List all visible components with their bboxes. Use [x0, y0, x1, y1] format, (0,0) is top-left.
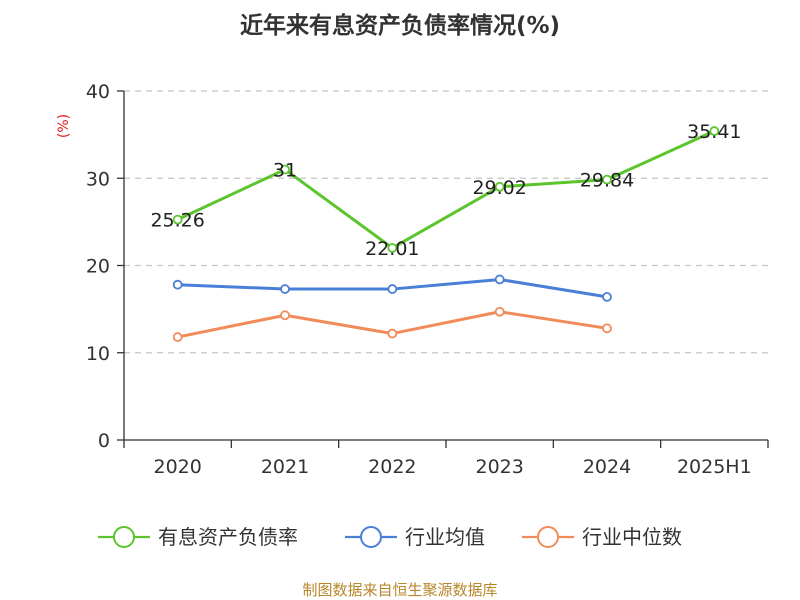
- data-point[interactable]: [494, 306, 505, 317]
- data-label: 29.84: [580, 170, 634, 192]
- data-point[interactable]: [280, 164, 290, 175]
- data-label: 35.41: [687, 121, 741, 143]
- data-point[interactable]: [602, 174, 612, 185]
- legend-marker: [537, 526, 559, 548]
- data-point[interactable]: [709, 126, 720, 136]
- series-2: [172, 306, 612, 342]
- x-tick-label: 2020: [153, 456, 201, 478]
- data-point[interactable]: [172, 214, 183, 225]
- source-note: 制图数据来自恒生聚源数据库: [302, 581, 497, 599]
- x-tick-label: 2025H1: [677, 456, 752, 478]
- data-label: 29.02: [472, 177, 526, 199]
- x-tick-label: 2021: [261, 456, 309, 478]
- data-point[interactable]: [280, 284, 290, 294]
- legend-item-0[interactable]: 有息资产负债率: [98, 525, 298, 549]
- legend-label: 行业均值: [405, 525, 485, 549]
- series-1: [172, 274, 612, 302]
- data-point[interactable]: [280, 310, 290, 321]
- legend-marker: [113, 526, 135, 548]
- y-axis-unit-label: (%): [56, 114, 72, 138]
- data-labels: 25.26 31 22.01 29.02 29.84 35.41: [150, 121, 741, 260]
- data-point[interactable]: [387, 284, 398, 294]
- y-tick-label: 30: [86, 168, 110, 190]
- data-point[interactable]: [387, 328, 398, 339]
- data-point[interactable]: [494, 274, 505, 285]
- x-tick-label: 2022: [368, 456, 416, 478]
- x-tick-label: 2024: [583, 456, 631, 478]
- legend: 有息资产负债率 行业均值 行业中位数: [98, 525, 682, 549]
- data-label: 25.26: [150, 210, 204, 232]
- data-label: 31: [273, 160, 297, 182]
- series-line: [177, 129, 715, 250]
- legend-label: 行业中位数: [582, 525, 682, 549]
- legend-item-2[interactable]: 行业中位数: [522, 525, 682, 549]
- data-point[interactable]: [602, 323, 612, 334]
- legend-item-1[interactable]: 行业均值: [345, 525, 485, 549]
- y-tick-label: 10: [86, 343, 110, 365]
- data-point[interactable]: [602, 292, 612, 302]
- gridlines: [124, 90, 768, 354]
- data-label: 22.01: [365, 238, 419, 260]
- series-lines: [172, 126, 720, 342]
- series-0: [172, 126, 720, 253]
- axes: 0 10 20 30 40 2020 2021 2022 2023 2024 2025H1: [86, 81, 769, 478]
- data-point[interactable]: [387, 243, 398, 253]
- legend-label: 有息资产负债率: [158, 525, 298, 549]
- chart-title: 近年来有息资产负债率情况(%): [240, 12, 560, 39]
- y-tick-label: 20: [86, 256, 110, 278]
- x-tick-label: 2023: [475, 456, 523, 478]
- y-tick-label: 40: [86, 81, 110, 103]
- data-point[interactable]: [172, 279, 183, 290]
- legend-marker: [360, 526, 382, 548]
- y-tick-label: 0: [98, 430, 110, 452]
- data-point[interactable]: [172, 332, 183, 342]
- data-point[interactable]: [494, 181, 505, 192]
